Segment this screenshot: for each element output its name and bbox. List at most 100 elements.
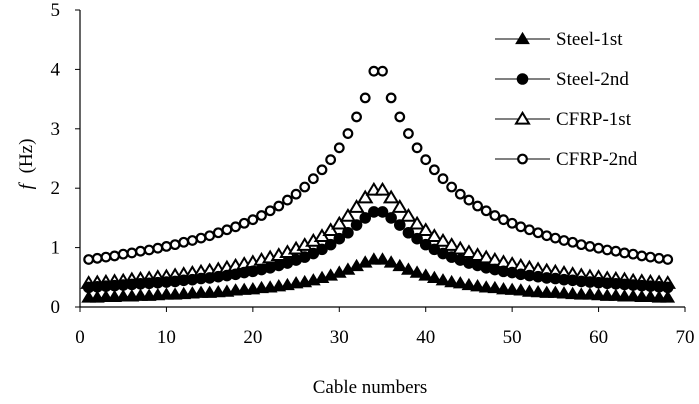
data-point [322,222,339,237]
data-point [342,226,354,239]
series-cfrp-2nd [83,65,674,265]
data-point [316,164,328,176]
x-tick-label: 60 [589,327,608,348]
data-point [382,189,400,204]
legend-marker-icon [516,73,529,85]
data-point [299,181,311,193]
data-point [608,288,624,301]
axes [79,10,685,308]
data-point [610,245,622,257]
data-point [356,189,374,204]
data-point [383,255,399,268]
data-point [375,252,390,265]
y-axis-title-symbol: f [16,181,37,189]
data-point [575,239,587,251]
data-point [496,282,511,295]
data-point [402,226,415,239]
data-point [463,194,475,206]
data-point [204,230,216,242]
data-point [91,252,103,264]
data-point [411,232,423,245]
data-point [419,238,432,251]
data-point [444,274,460,288]
y-tick-label: 2 [51,178,61,199]
y-tick-label: 3 [51,119,61,140]
data-point [418,268,434,281]
data-point [428,164,440,176]
y-tick-label: 4 [51,59,61,80]
data-point [582,287,598,300]
data-point [470,279,485,292]
data-point [351,111,362,123]
data-point [584,241,596,252]
data-point [480,205,492,217]
legend-marker-icon [514,110,531,125]
data-point [411,142,423,154]
data-point [230,221,241,233]
data-point [593,242,604,254]
data-point [392,258,408,272]
data-point [403,128,414,139]
data-point [350,219,363,231]
data-point [238,217,250,229]
data-point [547,285,563,298]
data-point [426,228,443,242]
data-point [513,283,529,296]
x-tick-label: 0 [75,327,85,348]
x-axis-title: Cable numbers [313,377,428,398]
y-tick-label: 0 [51,297,61,318]
x-tick-label: 70 [676,327,695,348]
data-point [420,154,432,166]
data-point [504,282,520,295]
data-point [556,286,572,299]
y-axis-title: f (Hz) [16,139,37,190]
svg-text:f (Hz): f (Hz) [16,139,37,190]
data-point [452,276,468,289]
legend-label: CFRP-1st [556,109,632,130]
legend-item: CFRP-2nd [495,149,638,170]
data-point [316,243,328,256]
data-point [446,181,458,193]
data-point [401,262,416,275]
legend: Steel-1st Steel-2nd CFRP-1st CFRP-2nd [495,29,638,170]
data-point [273,200,285,212]
series-steel-1st [81,252,676,303]
data-point [636,250,648,262]
x-tick-label: 20 [243,327,262,348]
data-point [478,280,494,293]
x-tick-label: 50 [503,327,522,348]
data-point [434,232,452,247]
data-point [290,188,302,200]
data-point [212,227,224,239]
data-point [506,217,518,229]
data-point [333,232,346,245]
data-point [186,235,198,246]
series-steel-2nd [82,206,674,294]
data-point [530,284,546,298]
x-tick-label: 40 [416,327,435,348]
data-point [601,244,613,256]
x-tick-label: 30 [330,327,349,348]
data-point [625,289,641,302]
data-point [331,215,348,230]
legend-item: Steel-1st [495,29,623,50]
x-tick-label: 10 [157,327,176,348]
data-point [522,284,537,297]
data-point [348,199,365,213]
data-point [461,277,477,291]
legend-marker-icon [515,31,530,45]
data-point [178,236,190,248]
data-point [565,286,581,300]
data-point [359,212,372,224]
legend-label: CFRP-2nd [556,149,638,170]
data-point [376,206,389,218]
data-point [152,242,164,254]
data-point [333,142,345,154]
data-point [417,222,434,237]
legend-label: Steel-1st [556,29,623,50]
data-point [489,210,501,221]
data-point [400,207,417,222]
